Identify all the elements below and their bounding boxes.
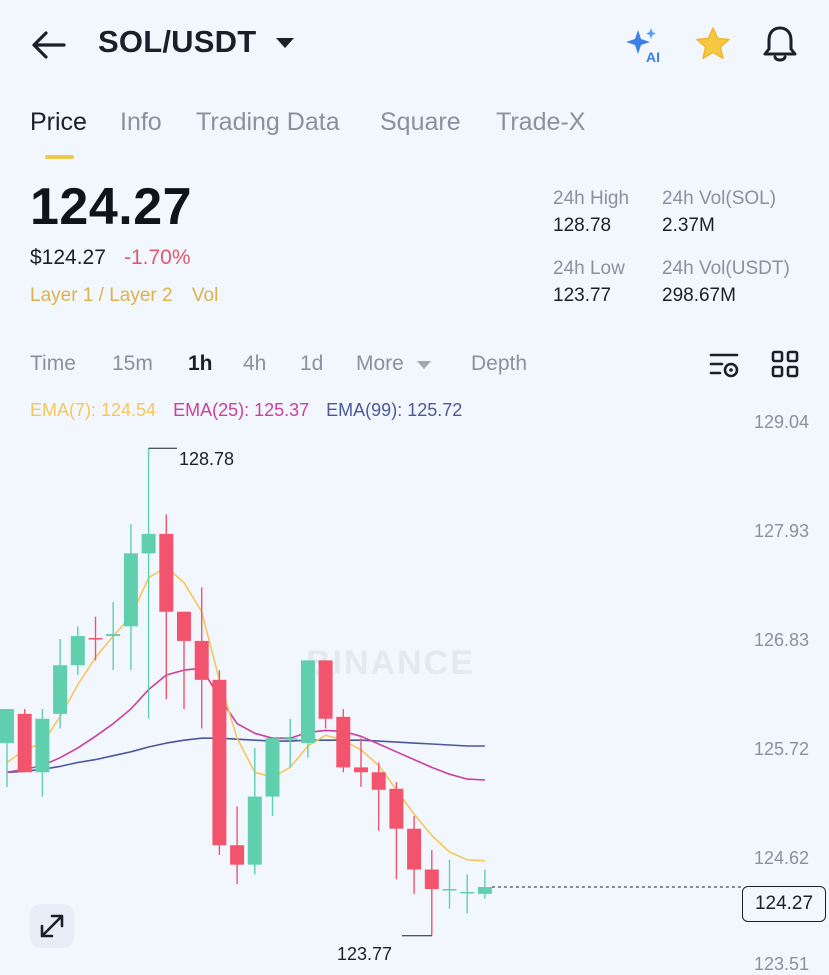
svg-text:AI: AI	[646, 49, 660, 64]
candle-body	[265, 738, 280, 797]
candle-body	[371, 772, 386, 790]
interval-1d[interactable]: 1d	[300, 352, 324, 375]
candle-body	[0, 709, 14, 744]
candle-body	[194, 640, 209, 680]
ai-sparkle-icon[interactable]: AI	[624, 26, 666, 64]
candle-body	[35, 718, 50, 773]
stat-24h-vol-sol: 2.37M	[662, 215, 715, 236]
tag-layer[interactable]: Layer 1 / Layer 2	[30, 285, 173, 306]
usd-price: $124.27	[30, 246, 106, 269]
interval-15m[interactable]: 15m	[112, 352, 153, 375]
candle-body	[283, 738, 298, 740]
y-axis-label: 126.83	[754, 630, 810, 650]
stat-24h-vol-usdt-label: 24h Vol(USDT)	[662, 258, 790, 279]
stat-24h-high: 128.78	[553, 215, 612, 236]
candle-body	[389, 788, 404, 829]
candle-body	[336, 716, 351, 768]
tab-trading-data[interactable]: Trading Data	[196, 108, 340, 136]
expand-chart-button[interactable]	[30, 904, 74, 948]
candle-body	[177, 611, 191, 641]
candle-body	[230, 845, 245, 865]
ema-legend: EMA(7): 124.54 EMA(25): 125.37 EMA(99): …	[30, 400, 474, 421]
depth-tab[interactable]: Depth	[471, 352, 528, 375]
back-arrow-icon[interactable]	[30, 28, 68, 62]
y-axis-label: 124.62	[754, 848, 810, 868]
stat-24h-vol-sol-label: 24h Vol(SOL)	[662, 188, 777, 209]
interval-time[interactable]: Time	[30, 352, 76, 375]
binance-watermark: BINANCE	[306, 644, 475, 682]
ema25-line	[6, 667, 485, 781]
indicator-settings-icon[interactable]	[709, 350, 741, 380]
candle-body	[318, 660, 333, 719]
layout-grid-icon[interactable]	[771, 350, 799, 378]
high-marker-label: 128.78	[179, 449, 235, 469]
active-tab-indicator	[45, 155, 74, 159]
ema99-line	[6, 737, 485, 774]
tag-vol[interactable]: Vol	[191, 285, 219, 306]
candle-body	[247, 796, 262, 865]
tab-trade-x[interactable]: Trade-X	[496, 108, 586, 136]
candle-body	[460, 891, 475, 894]
stat-24h-high-label: 24h High	[553, 188, 630, 209]
tab-square[interactable]: Square	[380, 108, 461, 136]
candle-body	[88, 638, 103, 640]
last-price: 124.27	[30, 178, 193, 236]
candle-body	[477, 887, 492, 894]
candle-body	[442, 889, 457, 891]
tab-info[interactable]: Info	[120, 108, 162, 136]
y-axis-label: 129.04	[754, 412, 810, 432]
candle-body	[212, 679, 227, 846]
candle-body	[159, 533, 174, 612]
more-caret-icon[interactable]	[417, 361, 431, 369]
candle-body	[354, 767, 368, 773]
ema25-value: EMA(25): 125.37	[173, 400, 310, 420]
stat-24h-low: 123.77	[553, 285, 612, 306]
tab-price[interactable]: Price	[30, 108, 87, 136]
notification-bell-icon[interactable]	[762, 24, 798, 64]
candle-body	[424, 869, 439, 890]
category-tags: Layer 1 / Layer 2 Vol	[30, 285, 218, 307]
candle-body	[70, 636, 85, 666]
pair-dropdown-caret-icon[interactable]	[276, 38, 294, 48]
ema7-line	[6, 566, 485, 862]
candle-body	[300, 660, 315, 744]
interval-4h[interactable]: 4h	[243, 352, 267, 375]
low-marker-label: 123.77	[337, 944, 393, 964]
favorite-star-icon[interactable]	[694, 25, 732, 63]
candle-body	[17, 713, 32, 773]
candle-body	[53, 665, 68, 714]
ema99-value: EMA(99): 125.72	[326, 400, 463, 420]
ema7-value: EMA(7): 124.54	[30, 400, 157, 420]
candle-body	[407, 828, 422, 870]
y-axis-label: 125.72	[754, 739, 810, 759]
stat-24h-vol-usdt: 298.67M	[662, 285, 736, 306]
interval-more[interactable]: More	[356, 352, 404, 375]
candle-body	[141, 533, 156, 554]
price-change-percent: -1.70%	[124, 246, 191, 269]
candlestick-chart[interactable]	[0, 420, 829, 965]
candle-body	[106, 634, 121, 637]
candle-body	[123, 553, 138, 627]
stat-24h-low-label: 24h Low	[553, 258, 625, 279]
y-axis-label: 127.93	[754, 521, 810, 541]
expand-arrows-icon	[40, 914, 64, 938]
current-price-tag: 124.27	[742, 886, 826, 922]
interval-1h[interactable]: 1h	[188, 352, 213, 375]
trading-pair-title[interactable]: SOL/USDT	[98, 24, 257, 59]
